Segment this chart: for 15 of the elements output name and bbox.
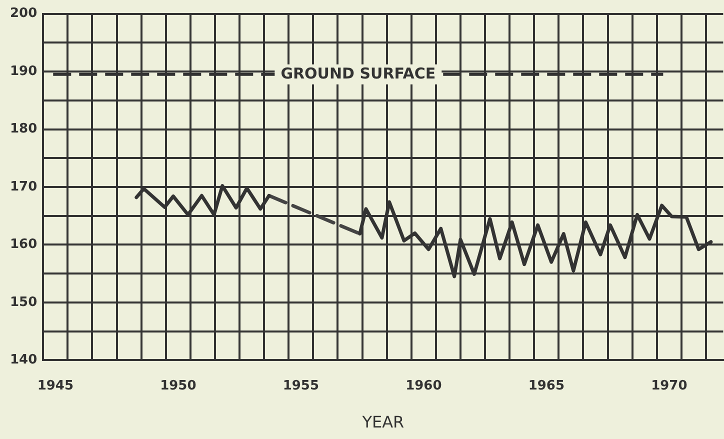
x-tick-label: 1960 <box>406 378 442 394</box>
y-tick-label: 140 <box>10 352 38 368</box>
x-tick-label: 1955 <box>282 378 320 394</box>
ref-line-label: GROUND SURFACE <box>280 64 436 82</box>
y-tick-label: 150 <box>10 294 38 310</box>
y-tick-label: 190 <box>10 64 38 79</box>
y-tick-label: 180 <box>10 122 38 137</box>
y-tick-label: 160 <box>10 237 38 252</box>
y-tick-label: 170 <box>10 179 38 194</box>
x-tick-label: 1945 <box>37 378 74 394</box>
x-axis-title: YEAR <box>361 412 404 432</box>
x-tick-label: 1950 <box>160 378 196 394</box>
y-tick-label: 200 <box>10 6 38 22</box>
x-tick-label: 1970 <box>651 378 688 394</box>
x-tick-label: 1965 <box>528 378 565 394</box>
